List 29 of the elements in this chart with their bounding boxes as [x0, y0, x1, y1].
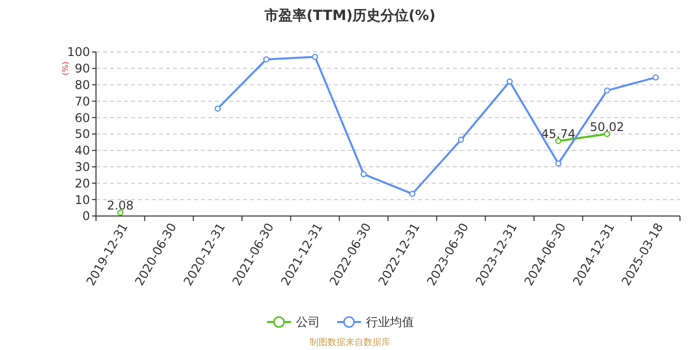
y-tick-label: 60 [74, 110, 90, 125]
y-tick-label: 70 [74, 94, 90, 108]
y-tick-label: 50 [74, 127, 90, 142]
point [506, 78, 513, 85]
chart-title: 市盈率(TTM)历史分位(%) [264, 7, 436, 24]
data-label: 45.74 [541, 126, 576, 141]
point [652, 74, 659, 81]
y-tick-label: 0 [82, 209, 90, 224]
point [263, 56, 270, 62]
legend-label: 公司 [296, 315, 320, 330]
y-tick-label: 40 [74, 144, 90, 158]
point [604, 87, 610, 94]
y-tick-label: 10 [74, 192, 90, 207]
point [555, 160, 562, 167]
point [360, 171, 367, 178]
point [312, 54, 318, 60]
y-tick-label: 20 [74, 176, 90, 190]
data-label: 50.02 [590, 120, 624, 134]
text: 制图数据来自数据库 [310, 337, 390, 348]
point [214, 105, 221, 112]
data-label: 2.08 [106, 198, 134, 213]
y-tick-label: 30 [74, 160, 90, 174]
point [458, 136, 464, 143]
y-tick-label: 90 [74, 62, 90, 76]
point [409, 190, 416, 197]
y-axis-title: (%) [61, 61, 70, 76]
y-tick-label: 80 [74, 78, 90, 92]
y-tick-label: 100 [67, 45, 90, 60]
legend-label: 行业均值 [366, 315, 414, 330]
